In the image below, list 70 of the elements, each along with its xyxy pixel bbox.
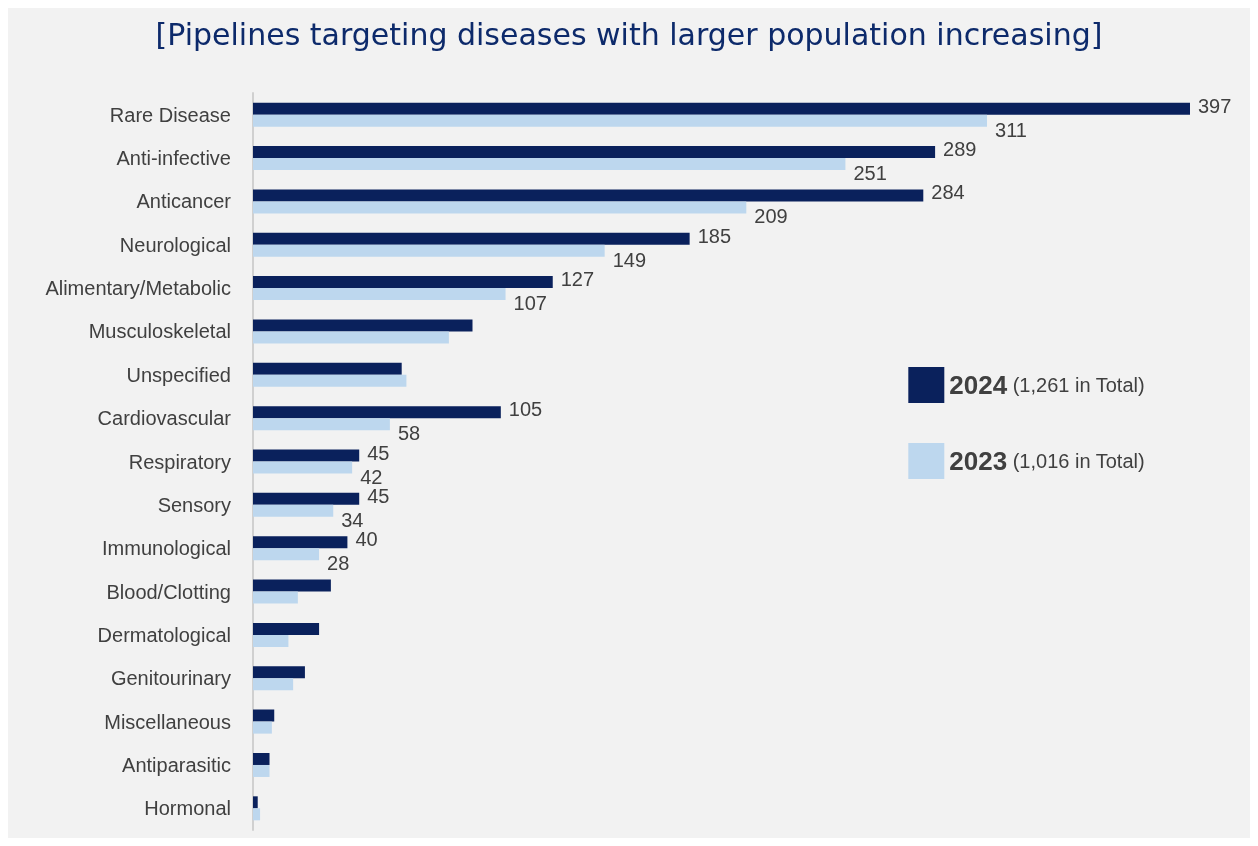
bar: [253, 406, 501, 419]
data-label: 185: [697, 224, 732, 247]
bar: [253, 449, 360, 462]
y-tick-label: Antiparasitic: [122, 753, 231, 776]
y-tick-label: Miscellaneous: [104, 710, 231, 733]
bar: [253, 201, 747, 214]
bar: [253, 666, 305, 679]
y-tick-label: Unspecified: [126, 363, 231, 386]
data-label: 209: [754, 205, 788, 228]
data-label: 105: [508, 398, 543, 421]
y-tick-label: Dermatological: [97, 623, 231, 646]
y-tick-label: Hormonal: [144, 797, 231, 820]
data-label: 58: [397, 422, 421, 445]
y-tick-label: Rare Disease: [109, 103, 231, 126]
bar: [253, 548, 320, 561]
bar: [253, 189, 924, 202]
bar: [253, 678, 294, 691]
data-label: 311: [995, 118, 1027, 141]
bar: [253, 319, 473, 332]
bar: [253, 492, 360, 505]
bar: [253, 796, 258, 809]
bar: [253, 102, 1190, 115]
data-label: 127: [560, 268, 595, 291]
data-label: 45: [367, 441, 390, 464]
bar: [253, 504, 334, 517]
y-tick-label: Genitourinary: [110, 667, 231, 690]
data-label: 289: [943, 138, 977, 161]
data-label: 397: [1198, 94, 1232, 117]
data-label: 284: [931, 181, 965, 204]
y-tick-label: Blood/Clotting: [106, 580, 231, 603]
bar: [253, 709, 275, 722]
data-label: 149: [612, 248, 647, 271]
bar: [253, 536, 348, 549]
bar: [253, 244, 605, 257]
data-label: 107: [513, 292, 547, 315]
y-tick-label: Musculoskeletal: [88, 320, 231, 343]
bar: [253, 158, 846, 171]
bar: [253, 114, 988, 127]
bar: [253, 331, 449, 344]
bar: [253, 288, 506, 301]
y-tick-label: Cardiovascular: [97, 407, 232, 430]
y-tick-label: Neurological: [119, 233, 231, 256]
bar: [253, 276, 553, 289]
chart-title: [Pipelines targeting diseases with larger population increasing]: [155, 16, 1103, 52]
bar: [253, 146, 936, 159]
legend-label: 2023 (1,016 in Total): [949, 446, 1145, 476]
data-label: 251: [853, 162, 887, 185]
data-label: 28: [327, 552, 350, 575]
bar: [253, 591, 298, 604]
y-tick-label: Respiratory: [128, 450, 231, 473]
y-tick-label: Sensory: [157, 493, 231, 516]
bar: [253, 362, 402, 375]
bar: [253, 808, 261, 821]
bar: [253, 579, 331, 592]
bar: [253, 418, 390, 431]
bar: [253, 374, 407, 387]
y-tick-label: Immunological: [102, 537, 231, 560]
y-tick-label: Anti-infective: [116, 147, 231, 170]
bar: [253, 634, 289, 647]
legend-label: 2024 (1,261 in Total): [949, 370, 1145, 400]
y-tick-label: Anticancer: [136, 190, 232, 213]
data-label: 40: [355, 528, 378, 551]
y-tick-label: Alimentary/Metabolic: [45, 277, 231, 300]
bar: [253, 764, 270, 777]
bar: [253, 461, 353, 474]
bar: [253, 622, 320, 635]
bar: [253, 721, 272, 734]
bar: [253, 752, 270, 765]
bar: [253, 232, 690, 245]
data-label: 34: [341, 508, 364, 531]
